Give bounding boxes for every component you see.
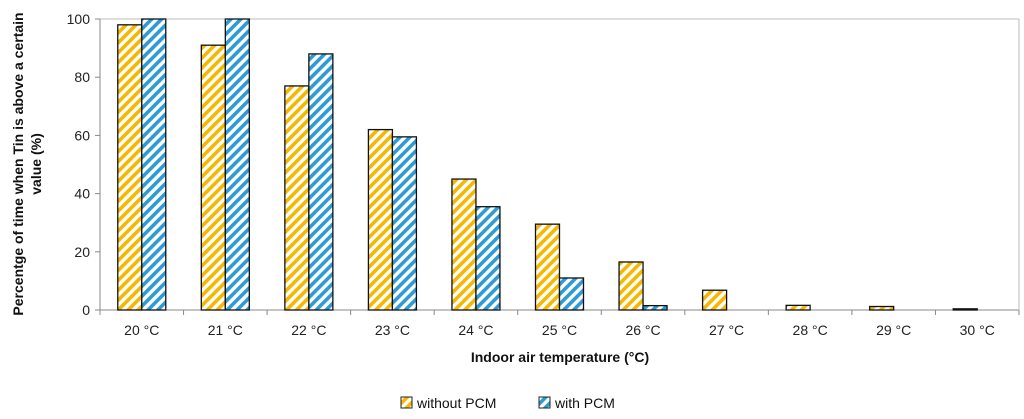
bar-with-pcm: [224, 18, 250, 311]
bar-without-pcm: [200, 44, 226, 311]
bar-without-pcm: [952, 308, 978, 311]
x-tick-label: 21 °C: [208, 322, 243, 338]
legend: without PCM with PCM: [400, 395, 615, 411]
legend-label-without-pcm: without PCM: [416, 395, 496, 411]
x-tick-label: 23 °C: [375, 322, 410, 338]
bar-with-pcm: [642, 304, 668, 311]
x-tick-label: 29 °C: [876, 322, 911, 338]
legend-label-with-pcm: with PCM: [554, 395, 615, 411]
bar-with-pcm: [475, 206, 501, 311]
y-tick-label: 0: [82, 302, 90, 318]
y-tick-label: 80: [74, 69, 90, 85]
bar-with-pcm: [391, 136, 418, 311]
bar-with-pcm: [141, 18, 167, 311]
bar-without-pcm: [367, 128, 394, 311]
bar-with-pcm: [558, 277, 585, 311]
x-tick-label: 30 °C: [960, 322, 995, 338]
bar-without-pcm: [451, 178, 477, 311]
bar-without-pcm: [618, 261, 644, 311]
legend-swatch-without-pcm: [400, 396, 413, 409]
x-axis-title: Indoor air temperature (°C): [471, 349, 649, 365]
y-tick-label: 20: [74, 244, 90, 260]
bars: [117, 18, 978, 311]
bar-without-pcm: [701, 289, 728, 311]
y-axis-title: Percentge of time when Tin is above a ce…: [10, 12, 44, 315]
x-tick-label: 22 °C: [291, 322, 326, 338]
y-axis-title-line1: Percentge of time when Tin is above a ce…: [10, 12, 26, 315]
x-tick-label: 28 °C: [793, 322, 828, 338]
x-axis-ticks: 20 °C 21 °C 22 °C 23 °C 24 °C 25 °C 26 °C 27 °C…: [99, 310, 1020, 338]
bar-without-pcm: [284, 85, 310, 311]
y-tick-label: 100: [67, 11, 91, 27]
x-tick-label: 27 °C: [709, 322, 744, 338]
y-tick-label: 40: [74, 186, 90, 202]
y-axis-title-line2: value (%): [28, 133, 44, 194]
bar-without-pcm: [869, 305, 895, 311]
x-tick-label: 26 °C: [625, 322, 660, 338]
y-tick-label: 60: [74, 127, 90, 143]
x-tick-label: 24 °C: [458, 322, 493, 338]
bar-without-pcm: [117, 24, 143, 311]
bar-without-pcm: [534, 223, 561, 311]
bar-without-pcm: [785, 304, 811, 311]
legend-swatch-with-pcm: [538, 396, 551, 409]
bar-with-pcm: [308, 53, 334, 311]
x-tick-label: 20 °C: [124, 322, 159, 338]
y-axis-ticks: 0 20 40 60 80 100: [67, 11, 100, 318]
x-tick-label: 25 °C: [542, 322, 577, 338]
